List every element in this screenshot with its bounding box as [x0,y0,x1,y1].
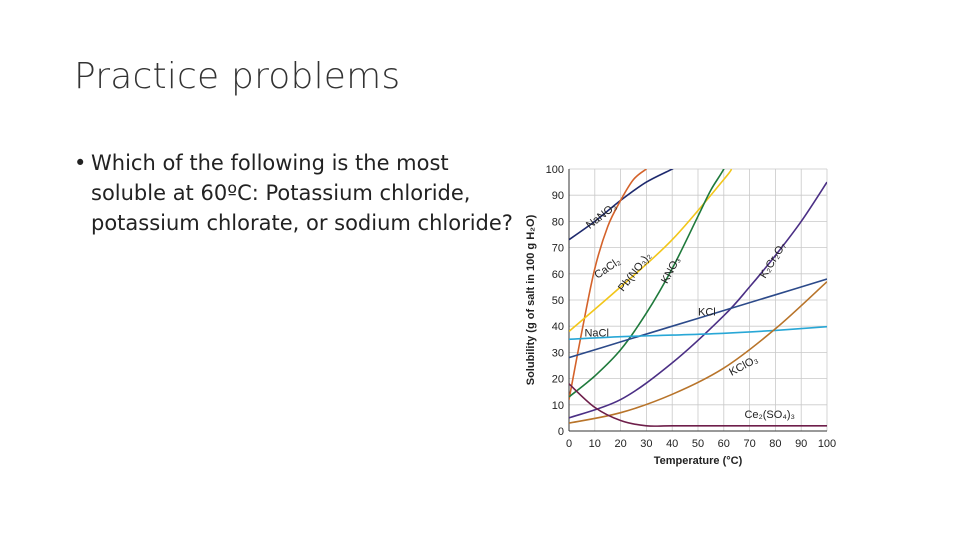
solubility-chart: 0 10 20 30 40 50 60 70 80 90 100 0 10 20 30 40 50 60 70 80 9… [525,164,836,467]
series-line-5 [569,278,827,359]
question-text: Which of the following is the most solub… [91,151,513,235]
y-tick-label: 10 [552,400,564,412]
series-lines [569,169,827,427]
series-line-2 [569,169,733,333]
series-label-5: KCl [698,307,716,319]
x-tick-label: 20 [614,438,626,450]
series-line-3 [569,169,725,398]
series-label-8: Ce₂(SO₄)₃ [744,409,795,421]
y-tick-label: 80 [552,216,564,228]
y-tick-label: 50 [552,295,564,307]
series-line-7 [569,281,827,424]
y-tick-label: 30 [552,347,564,359]
series-line-6 [569,325,827,341]
y-tick-label: 60 [552,269,564,281]
x-tick-label: 70 [743,438,755,450]
y-tick-label: 40 [552,321,564,333]
series-label-6: NaCl [584,328,608,340]
x-tick-label: 50 [692,438,704,450]
series-label-0: NaNO₃ [584,201,619,232]
x-tick-label: 90 [795,438,807,450]
x-tick-label: 10 [589,438,601,450]
series-line-4 [569,181,827,419]
series-line-1 [569,169,647,400]
axes: 0 10 20 30 40 50 60 70 80 90 100 0 10 20 30 40 50 60 70 80 9… [525,164,836,467]
x-tick-label: 80 [769,438,781,450]
series-line-0 [569,169,674,241]
series-label-7: KClO₃ [727,354,760,379]
x-tick-label: 0 [566,438,572,450]
x-tick-label: 30 [640,438,652,450]
y-tick-label: 100 [546,164,564,176]
x-axis-title: Temperature (°C) [654,455,743,467]
question-bullet: • Which of the following is the most sol… [74,148,514,238]
x-tick-label: 60 [718,438,730,450]
y-tick-label: 90 [552,190,564,202]
y-tick-label: 0 [558,426,564,438]
slide-title: Practice problems [74,56,401,97]
series-label-4: K₂Cr₂O₇ [757,240,788,280]
y-tick-label: 20 [552,374,564,386]
series-label-3: KNO₃ [659,255,683,286]
y-tick-label: 70 [552,243,564,255]
x-tick-label: 100 [818,438,836,450]
x-tick-label: 40 [666,438,678,450]
y-axis-title: Solubility (g of salt in 100 g H₂O) [525,214,537,385]
series-label-2: Pb(NO₃)₂ [616,250,654,294]
bullet-marker: • [74,151,87,175]
series-line-8 [569,383,827,427]
